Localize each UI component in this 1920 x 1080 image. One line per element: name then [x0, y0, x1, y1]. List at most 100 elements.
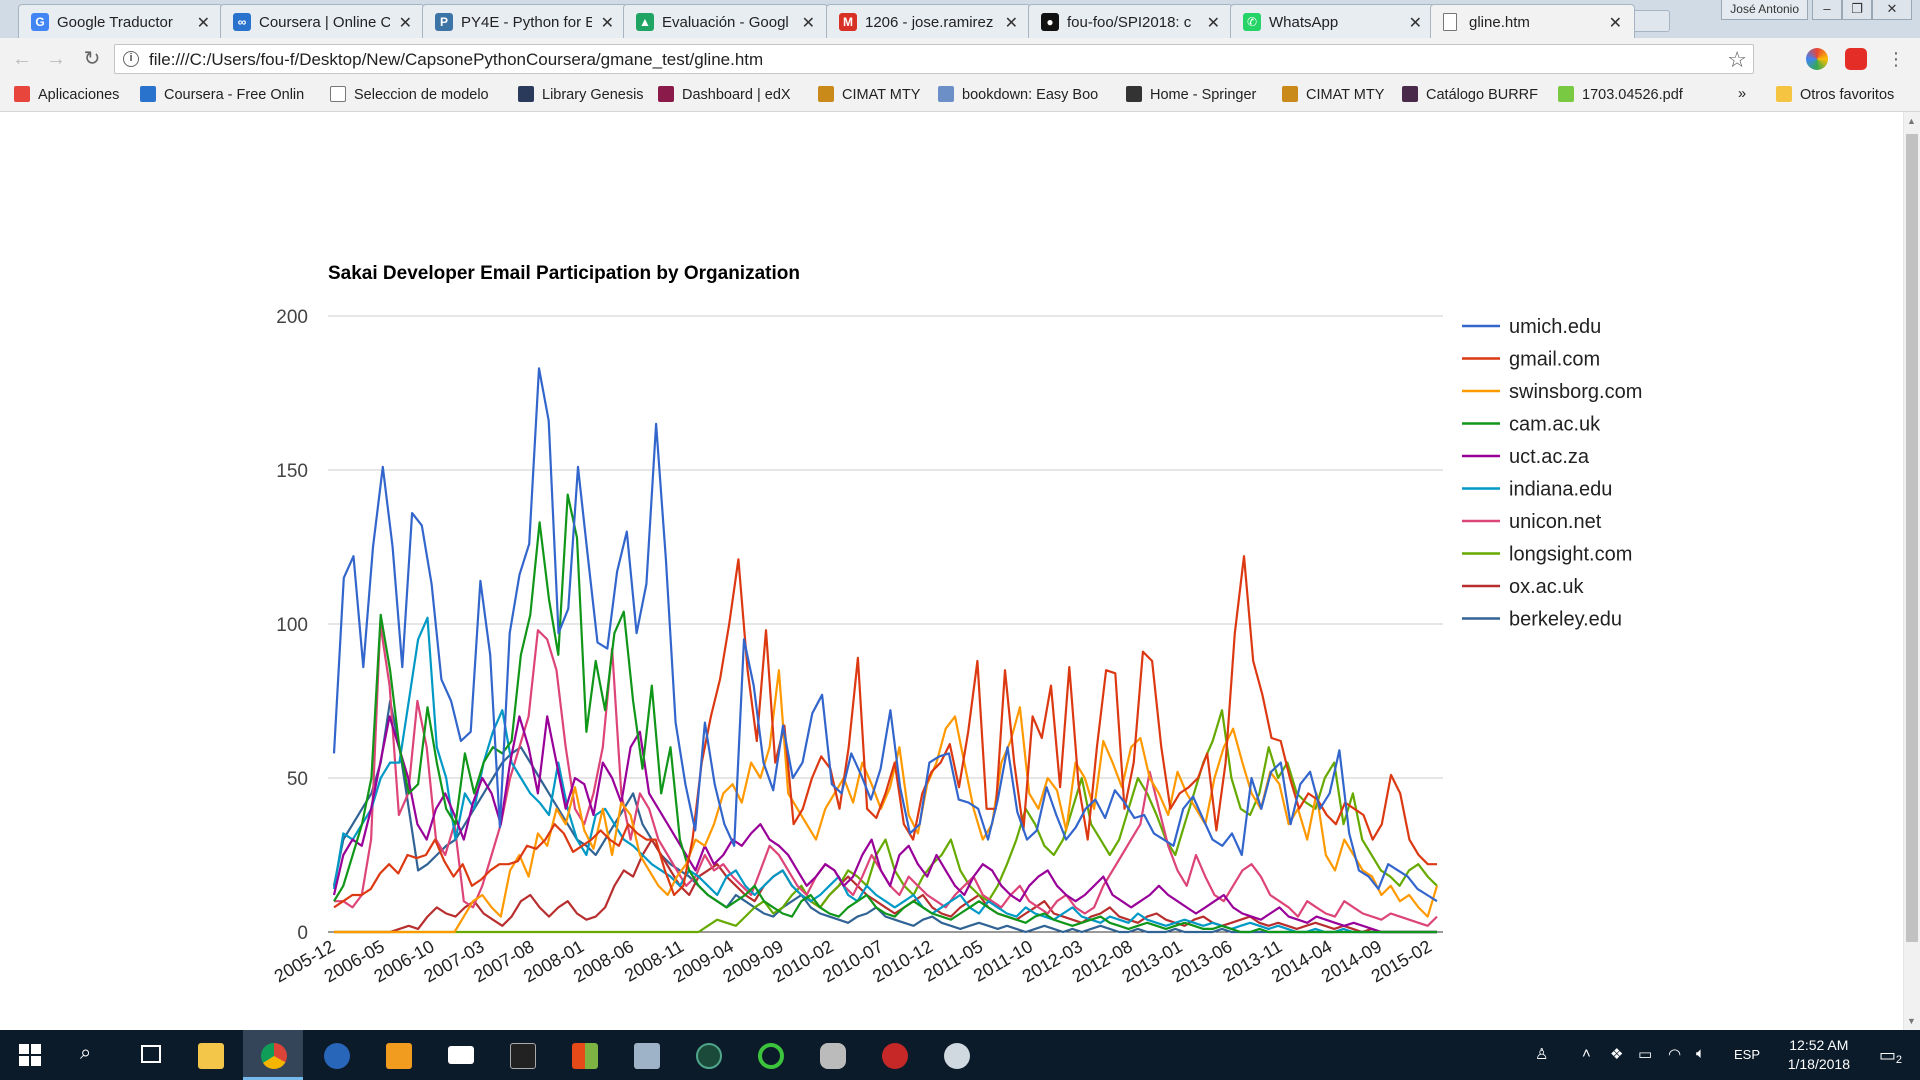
bookmark-item[interactable]: Dashboard | edX	[658, 86, 791, 106]
close-icon[interactable]: ✕	[1608, 15, 1622, 32]
maximize-button[interactable]: ❐	[1842, 0, 1872, 20]
close-icon[interactable]: ✕	[1408, 15, 1422, 32]
forward-button[interactable]: →	[46, 48, 66, 70]
tab-1[interactable]: G Google Traductor ✕	[18, 4, 223, 38]
info-icon[interactable]: i	[123, 51, 139, 67]
bookmark-item[interactable]: Library Genesis	[518, 86, 644, 106]
bookmark-item[interactable]: bookdown: Easy Boo	[938, 86, 1098, 106]
gitkraken-icon	[696, 1043, 722, 1069]
page-icon	[330, 86, 346, 102]
office-button[interactable]	[554, 1030, 614, 1080]
search-icon: ⌕	[80, 1042, 92, 1064]
clock[interactable]: 12:52 AM 1/18/2018	[1788, 1036, 1850, 1074]
paint-button[interactable]	[926, 1030, 986, 1080]
people-icon[interactable]: ♙	[1535, 1046, 1549, 1063]
chevron-up-icon[interactable]: ˄	[1582, 1045, 1591, 1062]
y-tick-label: 150	[276, 461, 308, 482]
tab-6[interactable]: ● fou-foo/SPI2018: c ✕	[1028, 4, 1233, 38]
clock-date: 1/18/2018	[1787, 1056, 1850, 1072]
notification-icon[interactable]: ▭	[1878, 1045, 1896, 1065]
close-window-button[interactable]: ✕	[1872, 0, 1912, 20]
photos-icon	[634, 1043, 660, 1069]
close-icon[interactable]: ✕	[801, 15, 815, 32]
url-text[interactable]: file:///C:/Users/fou-f/Desktop/New/Capso…	[149, 50, 764, 69]
color-extension-icon[interactable]	[1806, 48, 1828, 70]
bookmark-item[interactable]: Coursera - Free Onlin	[140, 86, 304, 106]
dropbox-icon[interactable]: ❖	[1610, 1046, 1624, 1063]
search-button[interactable]: ⌕	[60, 1030, 120, 1080]
database-button[interactable]	[802, 1030, 862, 1080]
series-line-indiana-edu[interactable]	[332, 616, 1437, 934]
tab-7[interactable]: ✆ WhatsApp ✕	[1230, 4, 1435, 38]
new-tab-button[interactable]	[1630, 10, 1670, 32]
minimize-button[interactable]: –	[1812, 0, 1842, 20]
volume-icon[interactable]: 🔈︎	[1696, 1045, 1706, 1062]
legend-label[interactable]: uct.ac.za	[1509, 446, 1590, 468]
bookmark-item[interactable]: Aplicaciones	[14, 86, 119, 106]
close-icon[interactable]: ✕	[398, 15, 412, 32]
windows-icon	[19, 1044, 41, 1066]
spider-button[interactable]	[864, 1030, 924, 1080]
legend-label[interactable]: longsight.com	[1509, 544, 1632, 566]
legend-label[interactable]: swinsborg.com	[1509, 381, 1642, 403]
menu-icon[interactable]: ⋮	[1887, 49, 1905, 69]
start-button[interactable]	[0, 1030, 60, 1080]
mail-button[interactable]	[430, 1030, 490, 1080]
scroll-down-icon[interactable]: ▼	[1907, 1016, 1916, 1026]
close-icon[interactable]: ✕	[1004, 15, 1018, 32]
bookmarks-overflow-button[interactable]: »	[1738, 86, 1747, 102]
legend-label[interactable]: ox.ac.uk	[1509, 576, 1584, 598]
profile-button[interactable]: José Antonio	[1721, 0, 1808, 20]
r-button[interactable]	[306, 1030, 366, 1080]
bookmark-item[interactable]: Catálogo BURRF	[1402, 86, 1538, 106]
tab-8[interactable]: gline.htm ✕	[1430, 4, 1635, 38]
series-line-uct-ac-za[interactable]	[332, 715, 1437, 934]
language-indicator[interactable]: ESP	[1734, 1047, 1761, 1062]
close-icon[interactable]: ✕	[196, 15, 210, 32]
series-line-cam-ac-uk[interactable]	[333, 493, 1437, 934]
legend-label[interactable]: gmail.com	[1509, 349, 1600, 371]
series-line-umich-edu[interactable]	[332, 367, 1438, 903]
address-bar[interactable]: i file:///C:/Users/fou-f/Desktop/New/Cap…	[114, 44, 1754, 74]
photos-button[interactable]	[616, 1030, 676, 1080]
task-view-button[interactable]	[120, 1030, 180, 1080]
series-line-swinsborg-com[interactable]	[334, 669, 1439, 934]
bookmark-item[interactable]: Seleccion de modelo	[330, 86, 489, 106]
springer-icon	[1126, 86, 1142, 102]
bookmark-label: Home - Springer	[1150, 87, 1257, 103]
sync-button[interactable]	[740, 1030, 800, 1080]
youtube-extension-icon[interactable]	[1845, 48, 1867, 70]
close-icon[interactable]: ✕	[1206, 15, 1220, 32]
series-line-ox-ac-uk[interactable]	[334, 838, 1437, 934]
vertical-scrollbar[interactable]: ▲ ▼	[1903, 112, 1920, 1030]
legend-label[interactable]: cam.ac.uk	[1509, 414, 1601, 436]
bookmark-item[interactable]: CIMAT MTY	[818, 86, 920, 106]
scrollbar-thumb[interactable]	[1906, 134, 1918, 942]
bookmark-item[interactable]: Home - Springer	[1126, 86, 1256, 106]
back-button[interactable]: ←	[12, 48, 32, 70]
chrome-button[interactable]	[243, 1030, 303, 1080]
legend-label[interactable]: berkeley.edu	[1509, 609, 1622, 631]
tab-2[interactable]: ∞ Coursera | Online C ✕	[220, 4, 425, 38]
legend-label[interactable]: umich.edu	[1509, 316, 1601, 338]
other-bookmarks[interactable]: Otros favoritos	[1776, 86, 1894, 106]
file-explorer-button[interactable]	[180, 1030, 240, 1080]
legend-label[interactable]: unicon.net	[1509, 511, 1602, 533]
tab-4[interactable]: ▲ Evaluación - Googl ✕	[623, 4, 828, 38]
close-icon[interactable]: ✕	[600, 15, 614, 32]
battery-icon[interactable]: ▭	[1638, 1046, 1653, 1063]
reload-button[interactable]: ↻	[83, 48, 101, 70]
gitkraken-button[interactable]	[678, 1030, 738, 1080]
scroll-up-icon[interactable]: ▲	[1907, 116, 1916, 126]
bookmark-item[interactable]: 1703.04526.pdf	[1558, 86, 1683, 106]
terminal-button[interactable]	[492, 1030, 552, 1080]
tab-3[interactable]: P PY4E - Python for E ✕	[422, 4, 627, 38]
wifi-icon[interactable]: ◠	[1668, 1046, 1682, 1063]
series-line-gmail-com[interactable]	[333, 555, 1437, 909]
bookmark-star-icon[interactable]: ☆	[1727, 47, 1747, 72]
series-line-longsight-com[interactable]	[334, 709, 1438, 934]
sublime-button[interactable]	[368, 1030, 428, 1080]
bookmark-item[interactable]: CIMAT MTY	[1282, 86, 1384, 106]
tab-5[interactable]: M 1206 - jose.ramirez ✕	[826, 4, 1031, 38]
legend-label[interactable]: indiana.edu	[1509, 479, 1612, 501]
